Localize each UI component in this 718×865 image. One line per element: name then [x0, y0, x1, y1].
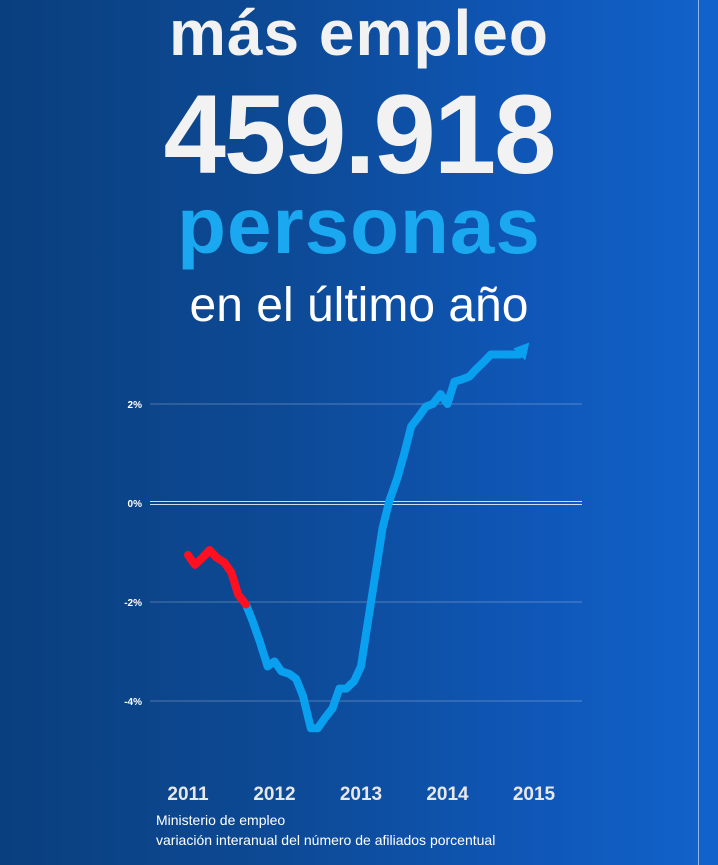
- headline-mas-empleo: más empleo: [169, 0, 549, 69]
- x-tick-label: 2012: [253, 784, 295, 805]
- series-line-red: [184, 546, 250, 609]
- x-tick-label: 2011: [167, 784, 209, 805]
- x-tick-label: 2015: [513, 784, 556, 805]
- headline-personas: personas: [177, 181, 541, 270]
- headline-ultimo-ano: en el último año: [189, 279, 529, 332]
- source-label: Ministerio de empleo: [156, 812, 286, 828]
- headline-number: 459.918: [163, 72, 557, 197]
- y-tick-label: -2%: [124, 598, 142, 609]
- series-line-blue: [242, 350, 524, 733]
- employment-line-chart: 2% 0% -2% -4% 2011 2012 2013 2014 2015: [124, 342, 582, 805]
- y-tick-label: 0%: [128, 499, 143, 510]
- y-tick-label: -4%: [124, 697, 142, 708]
- source-description: variación interanual del número de afili…: [156, 832, 496, 848]
- right-edge-line: [698, 0, 699, 865]
- y-tick-label: 2%: [128, 400, 143, 411]
- x-tick-label: 2013: [340, 784, 382, 805]
- trend-arrow-head: [513, 342, 530, 361]
- x-tick-label: 2014: [426, 784, 469, 805]
